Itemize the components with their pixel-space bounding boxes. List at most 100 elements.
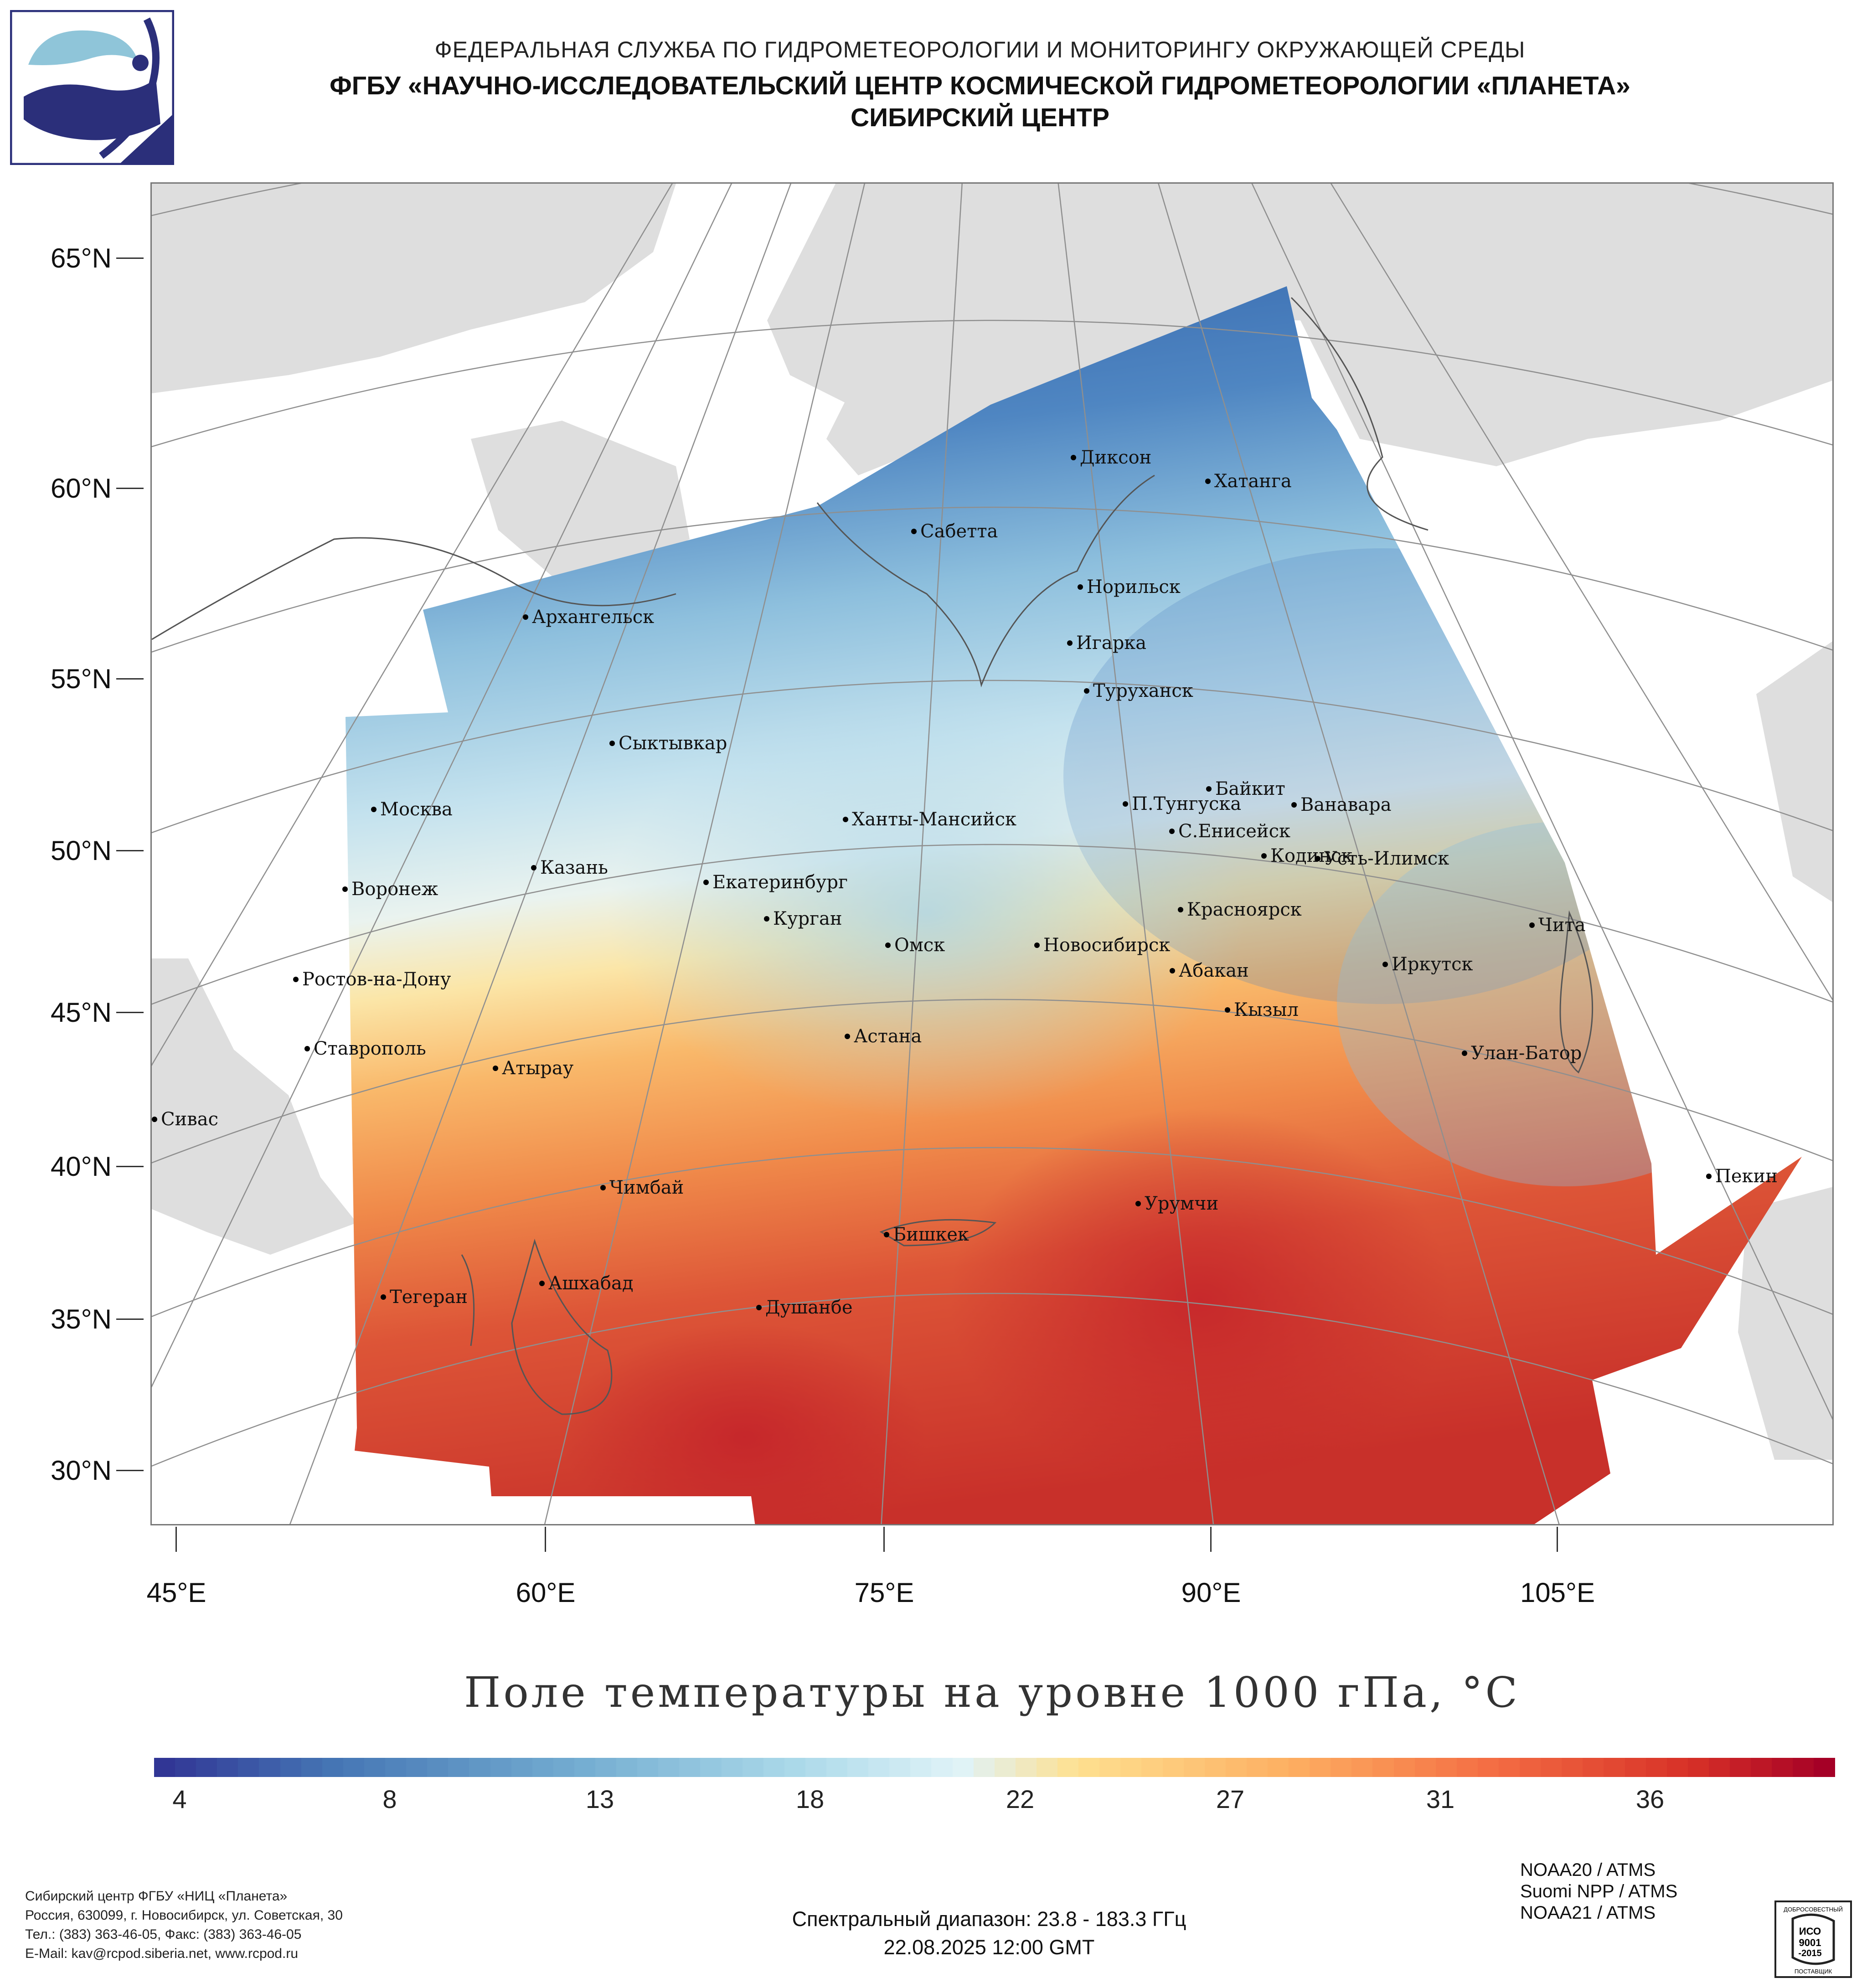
colorbar-segment [1477,1758,1499,1777]
colorbar-label: 36 [1635,1785,1665,1813]
header-center: СИБИРСКИЙ ЦЕНТР [850,103,1110,132]
satellite-item: NOAA20 / ATMS [1520,1860,1656,1880]
city-marker [1225,1007,1230,1013]
header-agency: ФЕДЕРАЛЬНАЯ СЛУЖБА ПО ГИДРОМЕТЕОРОЛОГИИ … [434,37,1526,62]
colorbar-title: Поле температуры на уровне 1000 гПа, °C [464,1668,1520,1717]
colorbar-segment [1793,1758,1814,1777]
colorbar-segment [1645,1758,1667,1777]
footer-address: Россия, 630099, г. Новосибирск, ул. Сове… [25,1908,343,1923]
city-novosibirsk: Новосибирск [1034,935,1170,956]
city-marker [1462,1051,1467,1056]
latitude-lines [152,184,1832,1467]
city-ekaterinburg: Екатеринбург [703,872,848,893]
colorbar-segment [511,1758,532,1777]
city-pekin: Пекин [1706,1166,1778,1187]
colorbar-segment [1499,1758,1520,1777]
city-kazan: Казань [531,857,608,878]
city-marker [1067,640,1073,646]
colorbar-segment [1814,1758,1835,1777]
lon-tick [883,1527,885,1552]
footer-org: Сибирский центр ФГБУ «НИЦ «Планета» [25,1889,288,1904]
city-marker [371,807,376,812]
colorbar-segment [343,1758,364,1777]
city-urumchi: Урумчи [1135,1193,1218,1214]
lat-label-30: 30°N [50,1455,112,1486]
lat-tick [116,258,144,259]
city-sabetta: Сабетта [911,521,998,542]
colorbar-segment [1225,1758,1247,1777]
city-marker [1071,455,1076,460]
colorbar-segment [1708,1758,1730,1777]
city-ashkhabad: Ашхабад [539,1273,633,1294]
colorbar-segment [868,1758,890,1777]
city-atyrau: Атырау [493,1058,573,1079]
city-marker [1206,786,1212,792]
lat-tick [116,1166,144,1167]
colorbar-segment [994,1758,1016,1777]
city-dikson: Диксон [1071,447,1151,468]
city-marker [1315,856,1320,861]
city-marker [885,942,891,948]
satellite-item: NOAA21 / ATMS [1520,1903,1656,1923]
svg-text:-2015: -2015 [1798,1948,1821,1958]
colorbar-segment [238,1758,259,1777]
city-syktyvkar: Сыктывкар [609,733,727,754]
colorbar-label: 27 [1216,1785,1245,1813]
colorbar-segment [469,1758,490,1777]
city-marker [1135,1201,1141,1206]
city-sivas: Сивас [152,1109,218,1130]
temperature-map: Диксон Хатанга Сабетта Норильск Архангел… [150,182,1834,1525]
colorbar-segment [217,1758,238,1777]
spectral-range: Спектральный диапазон: 23.8 - 183.3 ГГц [792,1907,1186,1931]
city-khanty-mansiysk: Ханты-Мансийск [843,809,1016,830]
city-kodinsk: Кодинск [1261,845,1352,866]
colorbar-segment [1183,1758,1205,1777]
city-astana: Астана [845,1026,922,1047]
city-ust-ilimsk: Усть-Илимск [1315,848,1449,869]
city-marker [152,1117,157,1122]
colorbar-segment [1372,1758,1394,1777]
lon-tick [1210,1527,1212,1552]
colorbar-segment [595,1758,617,1777]
city-arkhangelsk: Архангельск [523,607,654,628]
colorbar-segment [1562,1758,1583,1777]
lat-label-40: 40°N [50,1151,112,1182]
city-marker [1178,907,1183,912]
colorbar [154,1758,1835,1777]
city-marker [1034,942,1040,948]
colorbar-segment [1625,1758,1646,1777]
svg-text:ИСО: ИСО [1799,1926,1821,1937]
colorbar-segment [1751,1758,1772,1777]
colorbar-segment [616,1758,638,1777]
colorbar-segment [637,1758,659,1777]
colorbar-segment [385,1758,407,1777]
colorbar-segment [658,1758,680,1777]
colorbar-segment [427,1758,449,1777]
colorbar-segment [1246,1758,1268,1777]
colorbar-segment [1583,1758,1604,1777]
colorbar-segment [847,1758,869,1777]
city-marker [884,1232,889,1237]
colorbar-segment [1351,1758,1373,1777]
city-kurgan: Курган [764,908,842,929]
lat-label-35: 35°N [50,1304,112,1334]
lon-label-75: 75°E [854,1577,914,1608]
lat-tick [116,850,144,851]
lon-label-90: 90°E [1181,1577,1241,1608]
svg-text:ДОБРОСОВЕСТНЫЙ: ДОБРОСОВЕСТНЫЙ [1784,1906,1843,1913]
lat-tick [116,488,144,489]
city-moskva: Москва [371,799,453,820]
lat-label-45: 45°N [50,997,112,1028]
colorbar-segment [973,1758,995,1777]
city-marker [1706,1174,1712,1179]
city-s-eniseysk: С.Енисейск [1169,821,1290,842]
city-bishkek: Бишкек [884,1224,969,1245]
colorbar-segment [1267,1758,1289,1777]
colorbar-segment [490,1758,511,1777]
city-marker [1084,688,1089,694]
colorbar-label: 4 [172,1785,187,1813]
satellite-item: Suomi NPP / ATMS [1520,1881,1678,1901]
city-turukhansk: Туруханск [1084,680,1193,701]
city-tegeran: Тегеран [381,1287,468,1308]
colorbar-segment [700,1758,722,1777]
